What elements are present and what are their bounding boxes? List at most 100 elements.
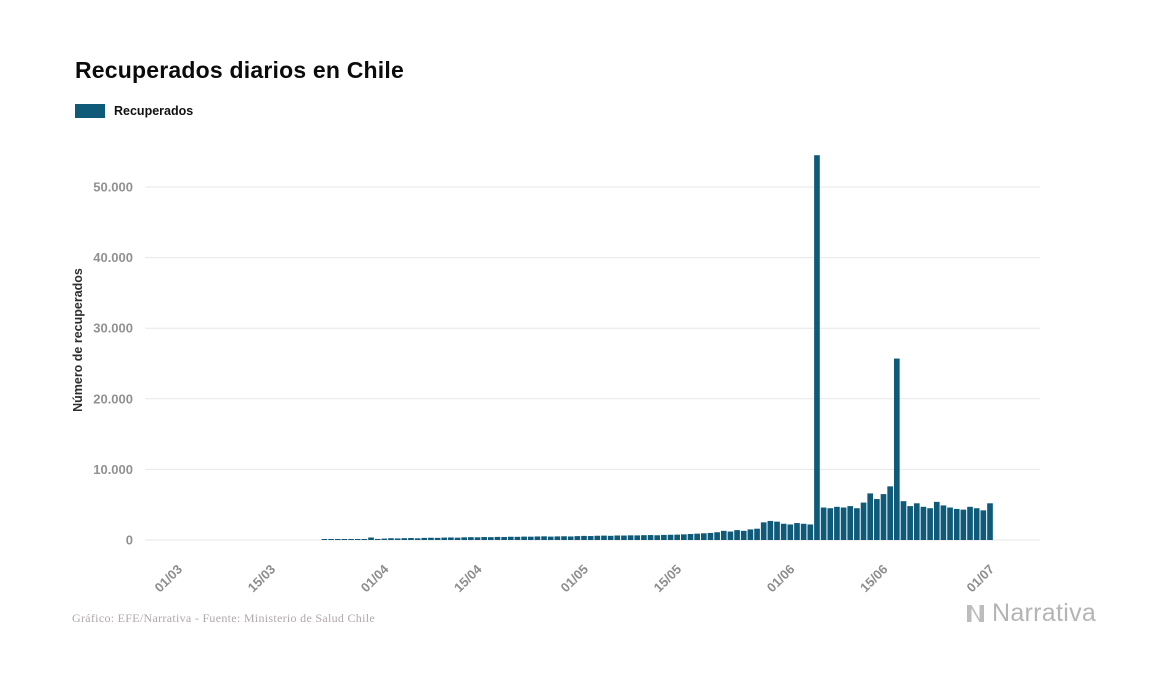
bar bbox=[913, 503, 920, 540]
bar bbox=[468, 537, 474, 540]
bar bbox=[341, 539, 348, 540]
bar bbox=[987, 503, 993, 540]
page-title: Recuperados diarios en Chile bbox=[75, 57, 404, 84]
legend-label: Recuperados bbox=[114, 104, 194, 118]
narrativa-icon bbox=[967, 605, 984, 622]
x-tick-label: 15/03 bbox=[245, 562, 279, 596]
bar bbox=[707, 532, 714, 540]
bar bbox=[474, 537, 481, 540]
bar bbox=[807, 524, 814, 540]
bar bbox=[940, 505, 947, 540]
bar bbox=[388, 538, 394, 540]
bar bbox=[501, 536, 507, 540]
bar bbox=[581, 535, 587, 540]
brand-logo: Narrativa bbox=[962, 599, 1096, 628]
bar bbox=[607, 535, 614, 540]
bar bbox=[448, 537, 454, 540]
bar bbox=[927, 508, 933, 540]
bar bbox=[714, 532, 720, 540]
bar bbox=[567, 536, 574, 540]
bar bbox=[754, 528, 760, 540]
bar bbox=[348, 539, 354, 540]
bar bbox=[507, 536, 514, 540]
bar bbox=[780, 523, 787, 540]
bar bbox=[527, 536, 534, 540]
bar bbox=[907, 506, 913, 540]
bar bbox=[860, 502, 867, 540]
bar bbox=[408, 538, 414, 540]
bar bbox=[554, 536, 561, 540]
bar bbox=[541, 536, 547, 540]
bar bbox=[641, 535, 647, 540]
bar bbox=[494, 536, 501, 540]
bar bbox=[374, 538, 381, 540]
bar bbox=[328, 539, 334, 540]
bar bbox=[980, 510, 987, 540]
source-credit: Gráfico: EFE/Narrativa - Fuente: Ministe… bbox=[72, 611, 375, 625]
bar bbox=[734, 530, 740, 540]
bar bbox=[401, 538, 408, 540]
bar bbox=[534, 536, 541, 540]
bar bbox=[654, 535, 661, 540]
bar bbox=[514, 536, 521, 540]
bar bbox=[454, 537, 461, 540]
bar bbox=[661, 534, 667, 540]
bar bbox=[747, 529, 754, 540]
bar bbox=[561, 536, 567, 540]
bar bbox=[800, 523, 807, 540]
bar bbox=[774, 521, 780, 540]
bar bbox=[634, 535, 641, 540]
bar bbox=[627, 535, 634, 540]
bar bbox=[601, 535, 607, 540]
bar bbox=[867, 493, 874, 540]
bar bbox=[847, 506, 854, 540]
bar bbox=[740, 530, 747, 540]
bar bbox=[893, 358, 900, 540]
bar bbox=[840, 507, 847, 540]
bar bbox=[933, 501, 940, 540]
bar bbox=[674, 534, 681, 540]
bar bbox=[880, 494, 887, 540]
bar bbox=[854, 508, 860, 540]
bar bbox=[594, 535, 601, 540]
bar bbox=[887, 486, 893, 540]
y-tick-label: 50.000 bbox=[93, 180, 133, 195]
bar bbox=[787, 524, 794, 540]
legend: Recuperados bbox=[75, 104, 193, 118]
x-tick-label: 01/06 bbox=[764, 562, 798, 596]
bar bbox=[587, 536, 594, 540]
bar bbox=[614, 535, 621, 540]
bar bbox=[647, 535, 654, 540]
bar bbox=[547, 536, 554, 540]
bar bbox=[694, 533, 700, 540]
bar bbox=[814, 155, 820, 541]
bar bbox=[820, 507, 827, 540]
x-tick-label: 15/05 bbox=[651, 562, 685, 596]
bar bbox=[441, 537, 448, 540]
bar bbox=[621, 535, 627, 540]
bar bbox=[334, 539, 341, 540]
bar bbox=[900, 501, 907, 540]
x-tick-label: 01/04 bbox=[358, 561, 392, 595]
y-tick-label: 0 bbox=[126, 533, 133, 548]
bar bbox=[394, 538, 401, 540]
y-tick-label: 20.000 bbox=[93, 391, 133, 406]
bar bbox=[414, 538, 421, 540]
bar bbox=[827, 508, 834, 540]
bar bbox=[521, 536, 527, 540]
bar bbox=[681, 534, 687, 540]
bar bbox=[953, 508, 960, 540]
bar bbox=[354, 539, 361, 540]
bar bbox=[361, 539, 368, 540]
x-tick-label: 15/04 bbox=[451, 561, 485, 595]
x-tick-label: 15/06 bbox=[857, 562, 891, 596]
y-tick-label: 40.000 bbox=[93, 250, 133, 265]
bar bbox=[794, 523, 800, 540]
bar bbox=[874, 499, 880, 540]
bar bbox=[687, 533, 694, 540]
bar bbox=[947, 507, 953, 540]
y-tick-label: 10.000 bbox=[93, 462, 133, 477]
bar bbox=[481, 537, 487, 540]
